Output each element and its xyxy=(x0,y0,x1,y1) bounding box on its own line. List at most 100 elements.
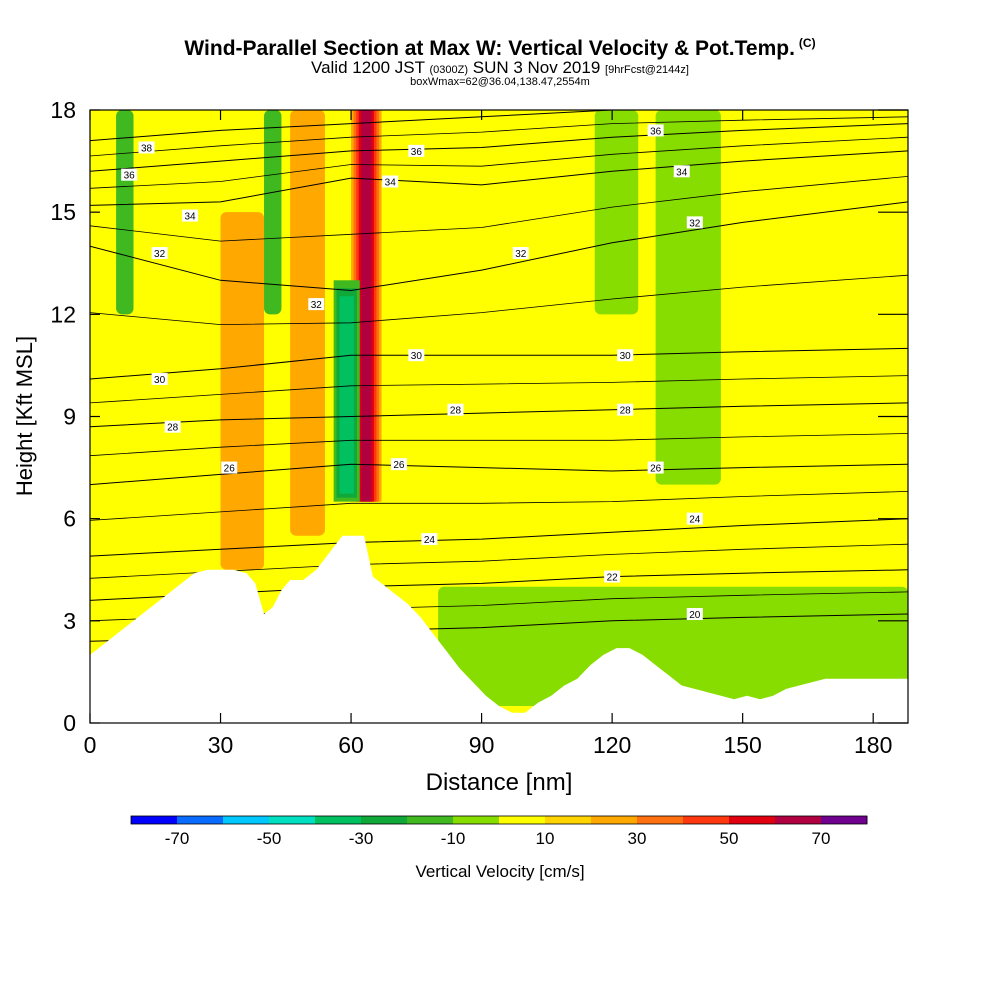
contour-label-bg xyxy=(647,124,664,137)
colorbar-tick-label: 50 xyxy=(720,829,739,848)
contour-label-bg xyxy=(647,461,664,474)
colorbar-tick-label: 10 xyxy=(536,829,555,848)
valid-date: SUN 3 Nov 2019 xyxy=(472,58,601,77)
contour-label: 30 xyxy=(617,349,634,362)
contour-label-text: 30 xyxy=(620,351,632,362)
contour-label: 24 xyxy=(686,512,703,526)
velocity-band xyxy=(655,110,721,485)
contour-label-bg xyxy=(512,247,529,260)
velocity-band xyxy=(290,110,325,536)
contour-label-text: 30 xyxy=(154,375,166,386)
x-tick-label: 120 xyxy=(593,732,631,758)
colorbar-tick-label: 70 xyxy=(812,829,831,848)
velocity-band xyxy=(116,110,134,315)
velocity-band xyxy=(594,110,639,315)
contour-label-bg xyxy=(164,420,181,433)
contour-label-bg xyxy=(686,512,703,525)
contour-label-text: 24 xyxy=(689,515,701,526)
contour-label: 36 xyxy=(408,144,425,158)
contour-label-bg xyxy=(121,168,138,181)
colorbar-swatch xyxy=(177,816,224,824)
y-tick-label: 0 xyxy=(63,710,76,736)
theta-contour-minor xyxy=(90,433,908,457)
theta-contour-minor xyxy=(90,491,908,521)
contour-label-text: 36 xyxy=(124,171,136,182)
valid-time-line: Valid 1200 JST (0300Z) SUN 3 Nov 2019 [9… xyxy=(0,59,1000,79)
colorbar-swatch xyxy=(683,816,730,824)
contour-label: 24 xyxy=(421,533,438,546)
valid-utc: (0300Z) xyxy=(429,64,468,76)
contour-label-bg xyxy=(382,175,399,188)
contour-label-text: 36 xyxy=(411,147,423,158)
contour-label-bg xyxy=(447,403,464,416)
contour-label: 20 xyxy=(686,608,703,621)
velocity-feature xyxy=(655,110,721,485)
theta-contour-minor xyxy=(90,136,908,189)
contour-label-text: 28 xyxy=(620,406,632,417)
colorbar-tick-label: -70 xyxy=(165,829,190,848)
contour-label-bg xyxy=(686,216,703,229)
velocity-feature xyxy=(220,212,265,570)
contour-label-bg xyxy=(151,247,168,260)
contour-label: 22 xyxy=(604,570,621,584)
y-tick-label: 3 xyxy=(63,608,76,634)
contour-label-text: 34 xyxy=(185,212,197,223)
contour-label: 26 xyxy=(647,461,664,475)
velocity-feature xyxy=(116,110,134,315)
chart-title: Wind-Parallel Section at Max W: Vertical… xyxy=(0,36,1000,61)
theta-contour-minor xyxy=(90,176,908,242)
contour-label: 26 xyxy=(390,458,407,471)
theta-contour-28 xyxy=(90,402,908,428)
colorbar-swatch xyxy=(545,816,592,824)
contour-label-bg xyxy=(421,533,438,546)
contour-label: 28 xyxy=(164,420,181,434)
forecast-info: [9hrFcst@2144z] xyxy=(605,64,689,76)
theta-contour-34 xyxy=(90,150,908,206)
contour-label-text: 26 xyxy=(393,460,405,471)
contour-label: 34 xyxy=(673,165,690,178)
contour-label-text: 28 xyxy=(167,423,179,434)
downdraft-core-band xyxy=(342,304,352,490)
contour-label: 26 xyxy=(221,461,238,475)
colorbar-swatch xyxy=(315,816,362,824)
contour-label: 38 xyxy=(138,141,155,154)
contour-label-text: 32 xyxy=(154,249,166,260)
contour-label-text: 32 xyxy=(311,300,323,311)
x-tick-label: 180 xyxy=(854,732,892,758)
colorbar-frame xyxy=(130,815,868,825)
contour-label-bg xyxy=(151,373,168,386)
contour-label-text: 32 xyxy=(515,249,527,260)
theta-contour-32 xyxy=(90,201,908,292)
contour-label-text: 34 xyxy=(676,167,688,178)
contour-label-text: 30 xyxy=(411,351,423,362)
updraft-core-band xyxy=(361,110,372,502)
colorbar-swatch xyxy=(223,816,270,824)
box-info: boxWmax=62@36.04,138.47,2554m xyxy=(410,76,590,88)
contour-label: 30 xyxy=(408,349,425,362)
contour-label: 32 xyxy=(686,216,703,229)
y-tick-label: 6 xyxy=(63,506,76,532)
contour-label: 28 xyxy=(447,403,464,417)
contour-label-bg xyxy=(686,608,703,621)
y-tick-label: 12 xyxy=(50,301,76,327)
contour-label: 30 xyxy=(151,373,168,386)
contour-label: 34 xyxy=(182,209,199,223)
contour-label-text: 20 xyxy=(689,610,701,621)
colorbar-swatch xyxy=(729,816,776,824)
theta-contour-36 xyxy=(90,123,908,172)
x-tick-label: 0 xyxy=(84,732,97,758)
contour-label: 28 xyxy=(617,403,634,417)
contour-label-bg xyxy=(182,209,199,222)
contour-label: 32 xyxy=(151,247,168,260)
colorbar-swatch xyxy=(591,816,638,824)
contour-label-text: 28 xyxy=(450,406,462,417)
colorbar-swatch xyxy=(499,816,546,824)
contour-label: 36 xyxy=(121,168,138,182)
colorbar-title: Vertical Velocity [cm/s] xyxy=(415,862,585,881)
colorbar-tick-label: -10 xyxy=(441,829,466,848)
theta-contour-minor xyxy=(90,274,908,326)
colorbar-tick-label: -30 xyxy=(349,829,374,848)
velocity-feature xyxy=(333,280,360,502)
colorbar-swatch xyxy=(637,816,684,824)
contour-label: 36 xyxy=(647,124,664,137)
